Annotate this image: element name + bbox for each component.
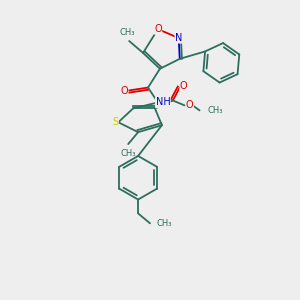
- Text: O: O: [186, 100, 194, 110]
- Text: CH₃: CH₃: [208, 106, 223, 115]
- Text: O: O: [180, 81, 188, 91]
- Text: CH₃: CH₃: [157, 219, 172, 228]
- Text: O: O: [120, 85, 128, 96]
- Text: O: O: [154, 24, 162, 34]
- Text: NH: NH: [155, 98, 170, 107]
- Text: S: S: [112, 117, 119, 127]
- Text: N: N: [175, 33, 182, 43]
- Text: CH₃: CH₃: [121, 149, 136, 158]
- Text: CH₃: CH₃: [119, 28, 135, 37]
